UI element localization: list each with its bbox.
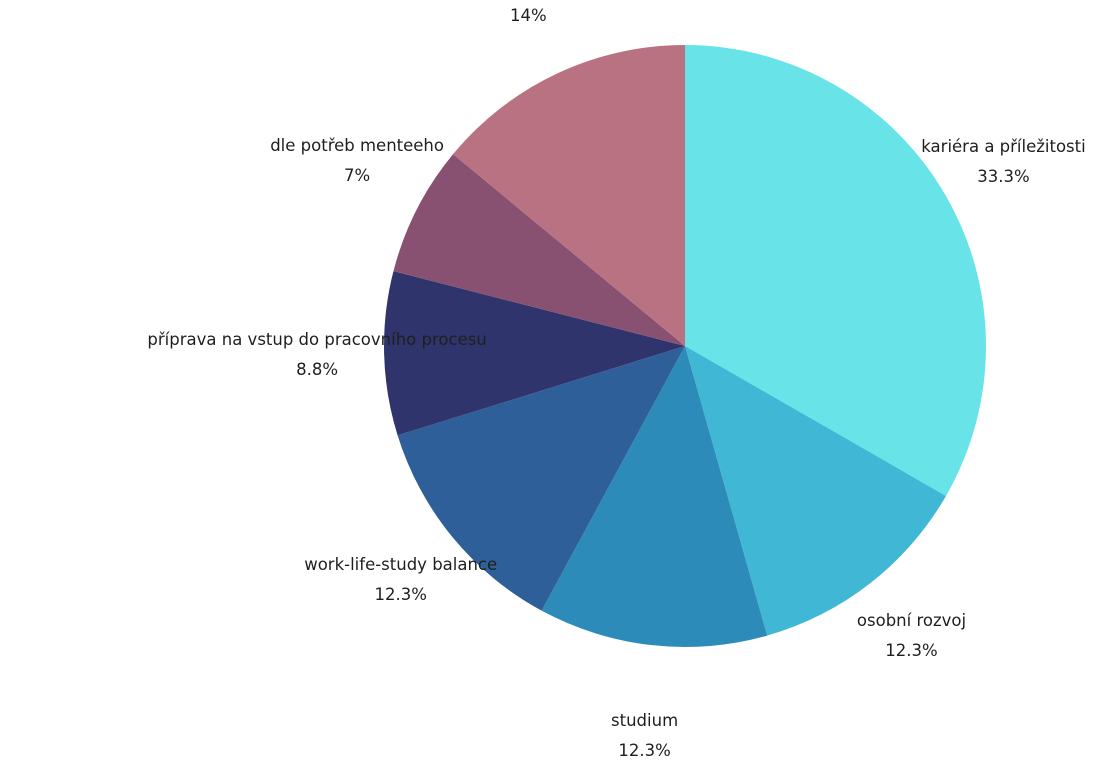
slice-label-5: příprava na vstup do pracovního procesu 8…: [147, 325, 486, 385]
pie-chart: kariéra a příležitosti 33.3% osobní rozvoj…: [147, 0, 1085, 760]
slice-name: studium: [611, 710, 679, 730]
slice-label-4: work-life-study balance 12.3%: [304, 550, 497, 610]
pie-slice-5: [384, 271, 685, 436]
pie-slice-4: [397, 346, 685, 611]
pie-slice-7: [453, 45, 685, 346]
slice-value: 14%: [509, 6, 547, 25]
slice-label-1: kariéra a příležitosti 33.3%: [921, 132, 1085, 192]
slice-name: příprava na vstup do pracovního procesu: [147, 330, 487, 350]
slice-value: 33.3%: [977, 166, 1030, 186]
slice-label-3: studium 12.3%: [611, 706, 678, 766]
pie-slice-3: [541, 346, 768, 647]
slice-value: 12.3%: [618, 740, 671, 760]
slice-name: dle potřeb menteeho: [270, 135, 444, 155]
pie-slice-1: [685, 45, 986, 496]
slice-label-7: ostatní14%: [500, 0, 557, 31]
pie-svg: [384, 45, 986, 647]
slice-label-2: osobní rozvoj 12.3%: [857, 606, 966, 666]
slice-value: 12.3%: [885, 641, 938, 661]
slice-name: work-life-study balance: [304, 554, 498, 574]
pie-slice-2: [685, 346, 946, 636]
slice-label-6: dle potřeb menteeho 7%: [270, 131, 444, 191]
slice-name: osobní rozvoj: [856, 611, 967, 631]
slice-value: 12.3%: [374, 584, 427, 604]
slice-name: kariéra a příležitosti: [921, 136, 1086, 156]
slice-value: 7%: [343, 165, 371, 185]
pie-slice-6: [393, 154, 685, 346]
slice-value: 8.8%: [296, 360, 339, 380]
